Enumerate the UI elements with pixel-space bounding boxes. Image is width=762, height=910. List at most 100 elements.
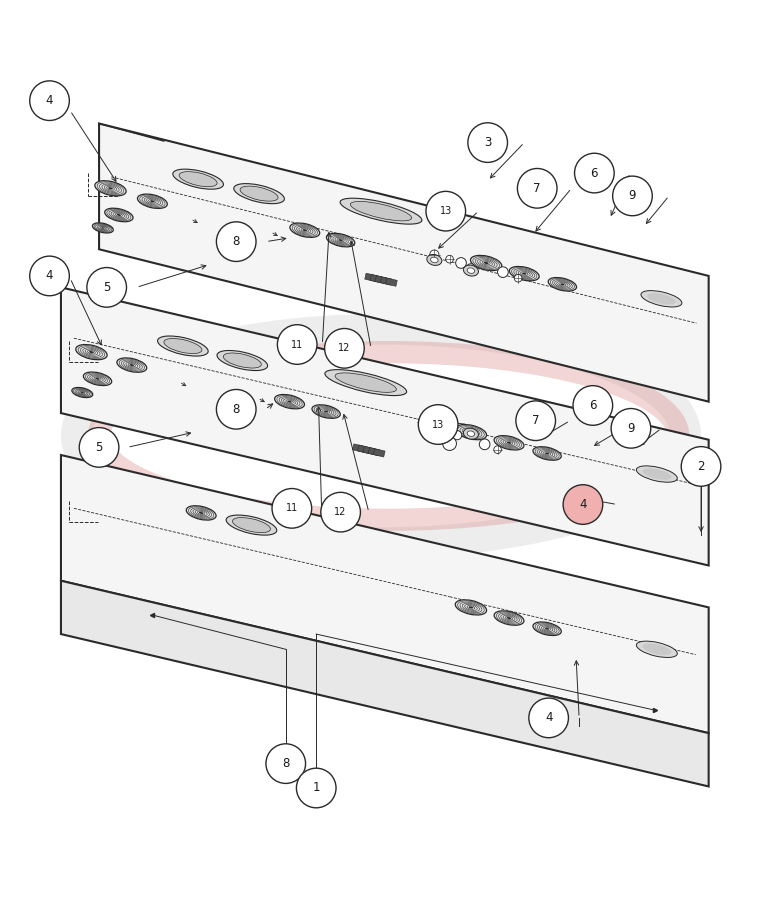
Ellipse shape <box>164 339 202 354</box>
Circle shape <box>277 325 317 364</box>
Text: 13: 13 <box>432 420 444 430</box>
Text: 12: 12 <box>335 507 347 517</box>
Text: 4: 4 <box>579 498 587 511</box>
Ellipse shape <box>636 642 677 658</box>
Circle shape <box>479 439 490 450</box>
Circle shape <box>681 447 721 486</box>
Circle shape <box>426 191 466 231</box>
Circle shape <box>446 256 453 263</box>
Text: 8: 8 <box>232 403 240 416</box>
Circle shape <box>573 386 613 425</box>
Ellipse shape <box>463 265 479 276</box>
Ellipse shape <box>274 394 305 409</box>
Circle shape <box>529 698 568 738</box>
Ellipse shape <box>455 425 487 440</box>
Ellipse shape <box>150 200 155 202</box>
Ellipse shape <box>545 452 549 454</box>
Ellipse shape <box>560 283 565 286</box>
Ellipse shape <box>507 441 511 444</box>
Ellipse shape <box>507 617 511 619</box>
Ellipse shape <box>325 369 407 396</box>
Circle shape <box>418 405 458 444</box>
Text: 12: 12 <box>338 343 351 353</box>
Bar <box>357 445 370 453</box>
Bar <box>368 448 380 456</box>
Ellipse shape <box>427 255 442 266</box>
Circle shape <box>296 768 336 808</box>
Text: 11: 11 <box>286 503 298 513</box>
Circle shape <box>563 485 603 524</box>
Ellipse shape <box>351 201 411 221</box>
Ellipse shape <box>467 268 475 273</box>
Ellipse shape <box>72 388 93 398</box>
Ellipse shape <box>533 622 562 635</box>
Text: 4: 4 <box>46 94 53 107</box>
Circle shape <box>613 177 652 216</box>
Ellipse shape <box>130 364 134 366</box>
Ellipse shape <box>455 600 487 615</box>
Bar <box>363 446 375 455</box>
Text: 4: 4 <box>46 269 53 282</box>
Text: 2: 2 <box>697 460 705 473</box>
Ellipse shape <box>137 194 168 208</box>
Ellipse shape <box>338 239 343 241</box>
Ellipse shape <box>533 447 562 460</box>
Circle shape <box>468 123 507 162</box>
Ellipse shape <box>240 187 278 201</box>
Ellipse shape <box>94 181 126 196</box>
Polygon shape <box>61 581 709 786</box>
Ellipse shape <box>548 278 577 291</box>
Text: SPECIALISTS: SPECIALISTS <box>225 432 394 456</box>
Bar <box>353 444 364 452</box>
Text: 13: 13 <box>440 207 452 217</box>
Ellipse shape <box>431 258 438 263</box>
Circle shape <box>216 389 256 430</box>
Ellipse shape <box>463 429 479 440</box>
Circle shape <box>517 168 557 208</box>
Text: 11: 11 <box>291 339 303 349</box>
Ellipse shape <box>326 233 355 247</box>
Ellipse shape <box>81 392 84 393</box>
Ellipse shape <box>642 643 671 655</box>
Circle shape <box>418 418 427 427</box>
Ellipse shape <box>470 256 502 270</box>
Ellipse shape <box>636 466 677 482</box>
Text: 1: 1 <box>312 782 320 794</box>
Circle shape <box>443 437 456 450</box>
Ellipse shape <box>83 372 112 386</box>
Text: 5: 5 <box>103 281 110 294</box>
Ellipse shape <box>509 267 539 281</box>
Ellipse shape <box>104 208 133 222</box>
Ellipse shape <box>312 405 341 419</box>
Text: 5: 5 <box>95 440 103 454</box>
Ellipse shape <box>494 611 524 625</box>
Text: 3: 3 <box>484 136 491 149</box>
Ellipse shape <box>117 214 121 216</box>
Ellipse shape <box>287 400 292 403</box>
Ellipse shape <box>545 628 549 630</box>
Bar <box>386 278 397 287</box>
Ellipse shape <box>494 436 524 450</box>
Circle shape <box>87 268 126 308</box>
Circle shape <box>498 267 508 278</box>
Ellipse shape <box>427 417 442 428</box>
Ellipse shape <box>223 353 261 368</box>
Text: 6: 6 <box>589 399 597 412</box>
Ellipse shape <box>95 378 100 379</box>
Ellipse shape <box>158 336 208 356</box>
Ellipse shape <box>335 373 396 392</box>
Text: 7: 7 <box>533 182 541 195</box>
Polygon shape <box>61 288 709 565</box>
Ellipse shape <box>431 420 438 425</box>
Polygon shape <box>99 124 709 401</box>
Text: 8: 8 <box>282 757 290 770</box>
Ellipse shape <box>642 469 671 480</box>
Ellipse shape <box>469 606 473 609</box>
Circle shape <box>611 409 651 448</box>
Ellipse shape <box>340 198 422 224</box>
Ellipse shape <box>232 518 271 532</box>
Bar <box>370 275 382 283</box>
Ellipse shape <box>117 358 147 372</box>
Ellipse shape <box>647 293 676 305</box>
Text: EQUIPMENT: EQUIPMENT <box>278 385 435 409</box>
